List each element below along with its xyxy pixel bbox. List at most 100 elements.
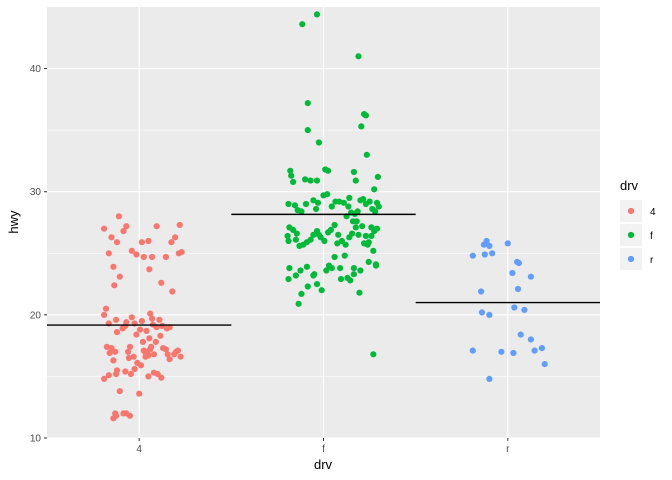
data-point-4 [152,338,159,345]
data-point-f [323,267,330,274]
data-point-r [486,242,493,249]
data-point-4 [146,266,153,273]
data-point-r [541,361,548,368]
data-point-f [291,202,298,209]
y-tick-label: 10 [30,434,42,445]
data-point-f [372,262,380,269]
data-point-f [346,194,353,201]
legend-label: r [650,255,654,266]
data-point-f [304,127,311,134]
data-point-4 [113,412,120,419]
y-axis-title: hwy [6,210,21,234]
data-point-4 [139,338,146,345]
data-point-r [527,336,535,343]
data-point-r [531,347,538,354]
data-point-f [310,272,317,279]
data-point-4 [122,368,129,375]
data-point-f [350,168,357,176]
data-point-f [355,53,362,60]
legend-marker [627,255,635,263]
data-point-4 [110,263,117,270]
data-point-f [292,272,299,279]
data-point-f [286,265,293,272]
data-point-f [303,263,310,270]
data-point-f [354,208,361,215]
data-point-4 [105,250,112,257]
data-point-4 [169,288,176,295]
data-point-4 [137,326,144,333]
data-point-4 [176,221,183,229]
data-point-f [341,252,348,259]
data-point-f [284,232,291,240]
data-point-r [498,348,505,355]
y-tick-label: 20 [30,310,42,321]
data-point-f [285,276,292,283]
legend-label: f [650,231,653,242]
x-tick-label: 4 [136,444,142,455]
data-point-4 [110,357,117,364]
data-point-4 [168,239,175,246]
data-point-4 [126,412,134,419]
data-point-4 [153,223,160,230]
data-point-r [521,306,528,313]
data-point-4 [174,347,181,354]
data-point-4 [120,228,127,235]
data-point-4 [150,351,157,358]
legend-label: 4 [650,207,656,218]
data-point-f [352,177,359,184]
data-point-f [358,123,365,130]
data-point-r [509,269,516,277]
data-point-4 [127,370,134,378]
data-point-f [295,300,302,307]
data-point-f [362,232,369,240]
data-point-f [372,208,379,215]
data-point-4 [111,282,118,289]
data-point-4 [128,314,135,321]
data-point-f [325,167,332,174]
data-point-f [368,232,375,240]
data-point-4 [143,327,150,334]
data-point-r [478,288,485,295]
data-point-f [288,172,295,179]
data-point-r [527,273,535,280]
data-point-f [298,290,305,297]
data-point-f [307,177,314,184]
data-point-f [327,226,334,233]
data-point-f [313,205,320,213]
data-point-f [302,200,310,208]
x-tick-label: f [322,444,325,455]
data-point-r [478,309,486,316]
data-point-f [357,267,364,274]
data-point-f [366,198,373,205]
legend-title: drv [620,178,639,193]
data-point-4 [137,362,145,369]
data-point-f [355,231,362,238]
data-point-f [350,271,357,278]
data-point-r [481,251,488,258]
data-point-f [337,265,344,272]
data-point-r [483,237,490,245]
data-point-f [337,276,345,283]
data-point-4 [140,253,147,261]
data-point-f [350,265,357,272]
data-point-f [313,177,321,184]
data-point-f [292,236,299,243]
data-point-4 [122,322,129,329]
x-axis: 4 f r [136,438,510,455]
data-point-r [510,349,517,357]
data-point-4 [156,316,163,323]
data-point-4 [147,310,154,317]
data-point-4 [113,329,121,336]
data-point-4 [116,273,123,280]
data-point-f [347,277,354,284]
data-point-f [374,173,381,180]
data-point-r [515,260,523,267]
data-point-f [334,240,341,247]
data-point-f [342,241,349,248]
data-point-4 [133,331,140,338]
data-point-f [356,289,363,296]
data-point-f [304,283,311,290]
legend-marker [627,231,635,239]
data-point-4 [101,375,108,382]
data-point-4 [105,372,112,379]
